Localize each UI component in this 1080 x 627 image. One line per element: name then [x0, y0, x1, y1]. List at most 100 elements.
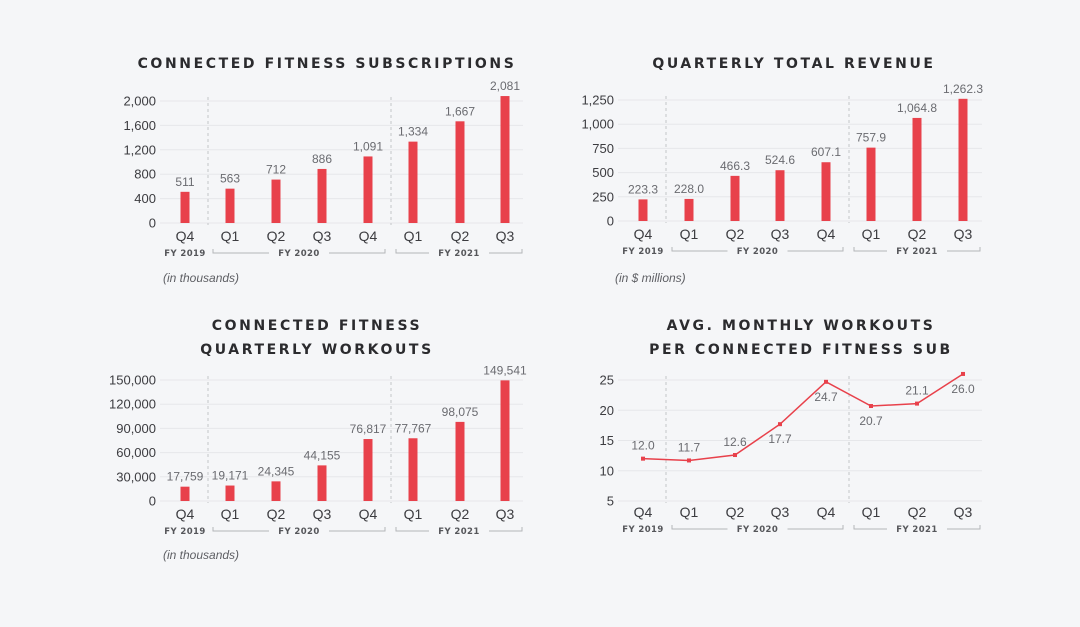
fiscal-year-bracket [212, 527, 269, 532]
chart-revenue: QUARTERLY TOTAL REVENUE 0 250 500 750 1,000 1,… [581, 56, 983, 285]
x-tick-label: Q2 [908, 226, 927, 242]
data-label: 21.1 [905, 384, 929, 398]
data-label: 17.7 [768, 432, 792, 446]
x-tick-label: Q4 [176, 228, 195, 244]
x-tick-label: Q1 [680, 504, 699, 520]
y-tick-label: 1,000 [581, 117, 614, 132]
data-label: 98,075 [442, 405, 479, 419]
bar [684, 198, 694, 221]
x-tick-label: Q2 [726, 504, 745, 520]
chart-title: CONNECTED FITNESS [212, 318, 422, 334]
fiscal-year-label: FY 2021 [438, 527, 479, 537]
fiscal-year-bracket [947, 525, 981, 530]
fiscal-year-label: FY 2019 [622, 525, 663, 535]
data-point [778, 422, 782, 427]
bar [317, 168, 327, 223]
x-tick-label: Q1 [404, 506, 423, 522]
data-label: 1,667 [445, 104, 475, 118]
data-label: 19,171 [212, 469, 249, 483]
x-tick-label: Q2 [726, 226, 745, 242]
bar [912, 117, 922, 221]
x-tick-label: Q3 [771, 504, 790, 520]
y-tick-label: 15 [600, 433, 614, 448]
x-tick-label: Q1 [221, 228, 240, 244]
chart-title: QUARTERLY WORKOUTS [200, 342, 434, 358]
bar [638, 199, 648, 221]
y-tick-label: 0 [607, 214, 614, 229]
bar [500, 96, 510, 223]
fiscal-year-bracket [395, 527, 429, 532]
y-tick-label: 400 [134, 191, 156, 206]
x-tick-label: Q3 [954, 226, 973, 242]
x-tick-label: Q1 [680, 226, 699, 242]
chart-title: AVG. MONTHLY WORKOUTS [667, 318, 936, 334]
x-tick-label: Q1 [221, 506, 240, 522]
y-tick-label: 60,000 [116, 445, 156, 460]
fiscal-year-label: FY 2019 [622, 247, 663, 257]
bar [866, 147, 876, 221]
data-label: 12.6 [723, 435, 747, 449]
fiscal-year-bracket [329, 249, 386, 254]
data-label: 712 [266, 163, 286, 177]
bar [180, 486, 190, 501]
data-label: 1,064.8 [897, 101, 937, 115]
y-tick-label: 10 [600, 463, 614, 478]
x-tick-label: Q3 [313, 506, 332, 522]
chart-title: QUARTERLY TOTAL REVENUE [652, 56, 935, 72]
x-tick-label: Q1 [862, 226, 881, 242]
x-tick-label: Q3 [954, 504, 973, 520]
bar [821, 162, 831, 221]
data-point [641, 456, 645, 461]
fiscal-year-label: FY 2019 [164, 249, 205, 259]
data-point [687, 458, 691, 463]
bar [225, 188, 235, 223]
fiscal-year-bracket [853, 247, 887, 252]
data-point [961, 371, 965, 376]
bar [180, 191, 190, 223]
data-label: 1,334 [398, 125, 428, 139]
fiscal-year-bracket [671, 247, 728, 252]
bar [500, 380, 510, 501]
data-label: 24,345 [258, 464, 295, 478]
data-label: 11.7 [678, 440, 701, 454]
x-tick-label: Q4 [176, 506, 195, 522]
series-line [642, 373, 964, 462]
fiscal-year-bracket [671, 525, 728, 530]
y-tick-label: 1,600 [123, 118, 156, 133]
y-tick-label: 20 [600, 403, 614, 418]
x-tick-label: Q2 [908, 504, 927, 520]
y-tick-label: 120,000 [109, 397, 156, 412]
bar [363, 156, 373, 223]
fiscal-year-label: FY 2020 [737, 525, 778, 535]
unit-note: (in thousands) [163, 271, 239, 285]
fiscal-year-label: FY 2021 [896, 247, 937, 257]
data-label: 511 [175, 175, 194, 189]
data-label: 466.3 [720, 159, 750, 173]
data-label: 524.6 [765, 153, 795, 167]
fiscal-year-bracket [489, 249, 523, 254]
chart-subs: CONNECTED FITNESS SUBSCRIPTIONS 0 400 800 1,… [123, 56, 523, 285]
y-tick-label: 0 [149, 494, 156, 509]
y-tick-label: 1,250 [581, 93, 614, 108]
fiscal-year-bracket [395, 249, 429, 254]
data-label: 17,759 [167, 470, 204, 484]
data-point [824, 379, 828, 384]
data-label: 563 [220, 172, 240, 186]
x-tick-label: Q2 [451, 506, 470, 522]
data-label: 1,262.3 [943, 82, 983, 96]
bar [225, 485, 235, 501]
data-label: 12.0 [631, 439, 655, 453]
data-label: 886 [312, 152, 332, 166]
y-tick-label: 800 [134, 167, 156, 182]
y-tick-label: 150,000 [109, 373, 156, 388]
bar [775, 170, 785, 221]
y-tick-label: 250 [592, 189, 614, 204]
x-tick-label: Q4 [817, 226, 836, 242]
y-tick-label: 90,000 [116, 421, 156, 436]
data-label: 223.3 [628, 182, 658, 196]
data-label: 76,817 [350, 422, 387, 436]
chart-title: PER CONNECTED FITNESS SUB [649, 342, 953, 358]
x-tick-label: Q4 [359, 506, 378, 522]
y-tick-label: 0 [149, 216, 156, 231]
